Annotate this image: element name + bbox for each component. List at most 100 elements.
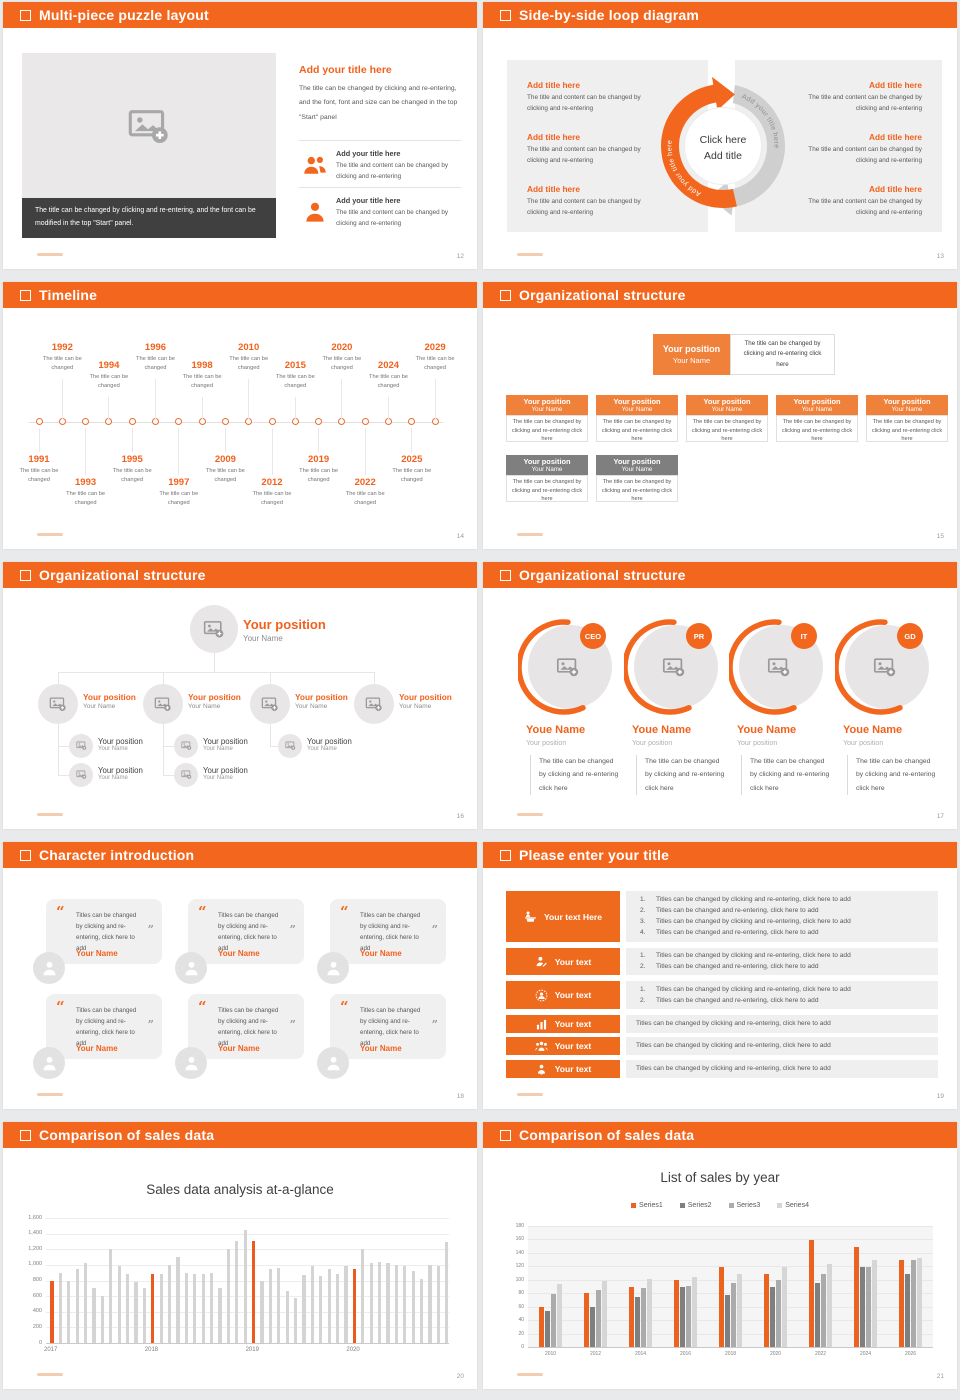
character-card[interactable]: “ Titles can be changed by clicking and r…: [330, 994, 446, 1059]
timeline-dot[interactable]: [105, 418, 113, 425]
timeline-year: 1998: [191, 360, 213, 371]
timeline-dot[interactable]: [338, 418, 346, 425]
timeline-connector: [271, 428, 273, 475]
bar: [327, 1268, 331, 1343]
checkbox-square-icon: [20, 290, 31, 301]
slide-side-by-side-loop-diagram[interactable]: Side-by-side loop diagram Add title here…: [483, 2, 957, 269]
gridline: [46, 1311, 449, 1313]
slide-title: Timeline: [39, 287, 98, 303]
bar: [226, 1249, 231, 1344]
label-box[interactable]: Your text Here: [506, 891, 620, 942]
label-box[interactable]: Your text: [506, 948, 620, 975]
page-number: 16: [456, 813, 464, 820]
slide-organizational-structure-boxes[interactable]: Organizational structure Your position Yo…: [483, 282, 957, 549]
close-quote-icon: ”: [431, 1018, 438, 1031]
svg-text:Click here: Click here: [700, 134, 747, 146]
timeline-dot[interactable]: [291, 418, 299, 425]
connector: [58, 724, 59, 775]
timeline-dot[interactable]: [35, 418, 43, 425]
org-root-box[interactable]: Your position Your Name: [653, 334, 730, 375]
org-card-header[interactable]: Your position Your Name: [776, 395, 858, 415]
connector: [374, 672, 375, 684]
slide-character-introduction[interactable]: Character introduction “ Titles can be ch…: [3, 842, 477, 1109]
timeline-dot[interactable]: [245, 418, 253, 425]
gridline: [46, 1249, 449, 1251]
avatar-circle: [174, 762, 198, 787]
gridline: [46, 1343, 449, 1344]
slide-title-bar: Organizational structure: [483, 282, 957, 308]
timeline-dot[interactable]: [431, 418, 439, 425]
timeline-entry-text: The title can be changed: [229, 356, 269, 371]
org-name: Your Name: [188, 703, 221, 710]
bar: [218, 1288, 222, 1343]
character-name: Your Name: [218, 949, 260, 958]
timeline-year: 2022: [354, 477, 376, 488]
image-plus-icon: [203, 618, 225, 640]
timeline-dot[interactable]: [58, 418, 66, 425]
slide-organizational-structure-tree[interactable]: Organizational structure Your position Yo…: [3, 562, 477, 829]
chart-legend: Series1 Series2 Series3 Series4: [483, 1202, 957, 1209]
timeline-dot[interactable]: [128, 418, 136, 425]
timeline-entry-text: The title can be changed: [159, 491, 199, 506]
timeline-connector: [38, 428, 40, 452]
text-panel: 1. Titles can be changed by clicking and …: [626, 891, 938, 942]
timeline-dot[interactable]: [221, 418, 229, 425]
checkbox-square-icon: [20, 570, 31, 581]
slide-comparison-of-sales-data-1[interactable]: Comparison of sales data Sales data anal…: [3, 1122, 477, 1389]
org-card-header[interactable]: Your position Your Name: [506, 455, 588, 475]
text-panel: 1. Titles can be changed by clicking and …: [626, 981, 938, 1009]
list-number: 1.: [640, 895, 646, 903]
legend-swatch: [679, 1203, 685, 1208]
timeline-entry-text: The title can be changed: [112, 468, 152, 483]
org-card-header[interactable]: Your position Your Name: [866, 395, 948, 415]
org-card-header[interactable]: Your position Your Name: [686, 395, 768, 415]
org-position: Your position: [203, 736, 248, 746]
y-axis-label: 60: [518, 1303, 524, 1310]
label-box[interactable]: Your text: [506, 1060, 620, 1078]
panel-text: Titles can be changed by clicking and re…: [636, 1065, 831, 1072]
bar: [100, 1296, 105, 1343]
text-panel: Titles can be changed by clicking and re…: [626, 1037, 938, 1055]
character-card[interactable]: “ Titles can be changed by clicking and r…: [46, 994, 162, 1059]
list-item-text: Titles can be changed by clicking and re…: [656, 952, 851, 960]
slide-timeline[interactable]: Timeline 1991 The title can be changed 199…: [3, 282, 477, 549]
slide-comparison-of-sales-data-2[interactable]: Comparison of sales data List of sales b…: [483, 1122, 957, 1389]
timeline-dot[interactable]: [385, 418, 392, 425]
person-icon: [303, 200, 327, 224]
slide-multi-piece-puzzle-layout[interactable]: Multi-piece puzzle layout The title can …: [3, 2, 477, 269]
org-card-header[interactable]: Your position Your Name: [506, 395, 588, 415]
timeline-dot[interactable]: [408, 418, 416, 425]
slide-organizational-structure-circles[interactable]: Organizational structure CEO Youe Name You…: [483, 562, 957, 829]
timeline-dot[interactable]: [175, 418, 183, 425]
timeline-connector: [341, 379, 343, 419]
page-number: 20: [456, 1373, 464, 1380]
timeline-dot[interactable]: [82, 418, 90, 425]
timeline-dot[interactable]: [152, 418, 159, 425]
y-axis-label: 1,200: [28, 1245, 42, 1252]
character-card[interactable]: “ Titles can be changed by clicking and r…: [188, 899, 304, 964]
org-card-header[interactable]: Your position Your Name: [596, 395, 678, 415]
divider: [299, 187, 461, 188]
item-title: Add title here: [868, 184, 922, 194]
character-card[interactable]: “ Titles can be changed by clicking and r…: [188, 994, 304, 1059]
timeline-dot[interactable]: [315, 418, 323, 425]
x-axis-label: 2022: [814, 1351, 827, 1357]
page-number: 21: [936, 1373, 944, 1380]
slide-please-enter-your-title[interactable]: Please enter your title Your text Here 1.…: [483, 842, 957, 1109]
timeline-entry-text: The title can be changed: [182, 374, 222, 389]
item-title: Add title here: [868, 132, 922, 142]
label-box[interactable]: Your text: [506, 1015, 620, 1033]
character-card[interactable]: “ Titles can be changed by clicking and r…: [330, 899, 446, 964]
org-card-header[interactable]: Your position Your Name: [596, 455, 678, 475]
avatar: [175, 952, 207, 984]
timeline-dot[interactable]: [198, 418, 206, 425]
character-card[interactable]: “ Titles can be changed by clicking and r…: [46, 899, 162, 964]
timeline-dot[interactable]: [361, 418, 369, 425]
label-box[interactable]: Your text: [506, 1037, 620, 1055]
timeline-dot[interactable]: [268, 418, 276, 425]
connector: [58, 774, 69, 776]
label-box[interactable]: Your text: [506, 981, 620, 1009]
legend-item: Series1: [631, 1202, 663, 1209]
bar: [647, 1279, 652, 1347]
bar: [719, 1267, 724, 1347]
